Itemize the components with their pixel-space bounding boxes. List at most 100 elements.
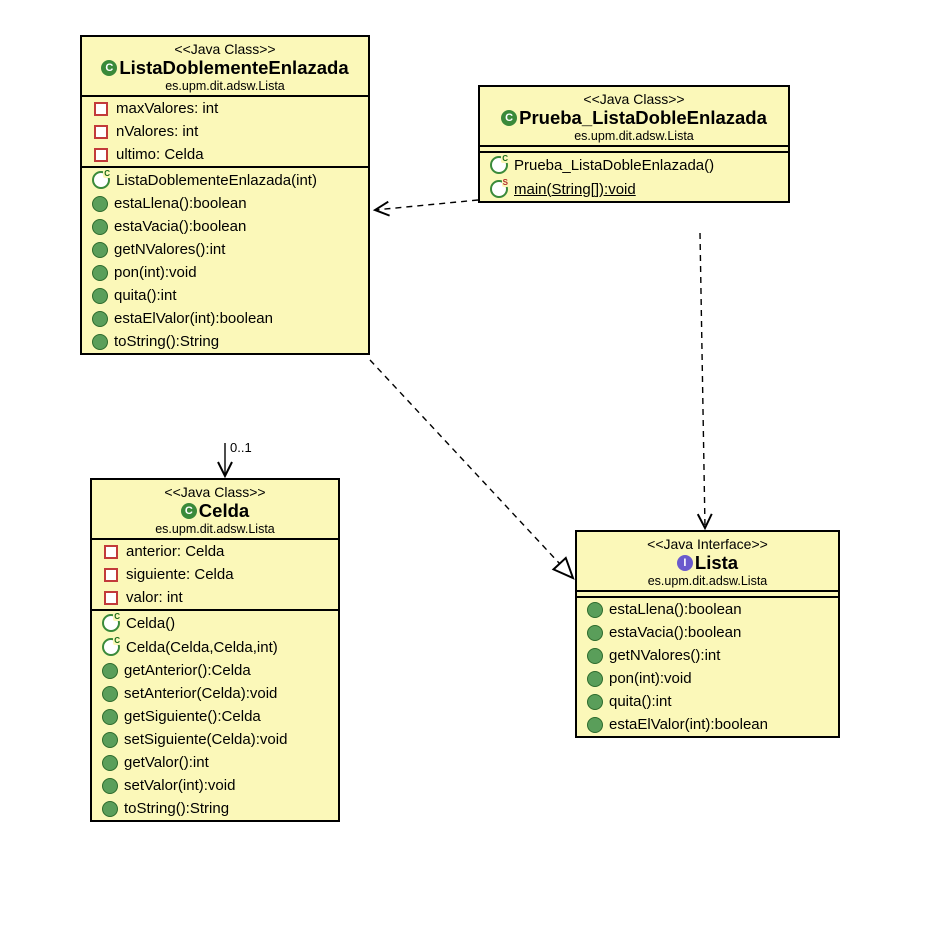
method-text: getAnterior():Celda <box>124 662 251 679</box>
multiplicity-celda: 0..1 <box>230 440 252 455</box>
method-text: estaVacia():boolean <box>114 218 246 235</box>
interface-lista: <<Java Interface>> I Lista es.upm.dit.ad… <box>575 530 840 738</box>
package: es.upm.dit.adsw.Lista <box>90 79 360 93</box>
attribute: ultimo: Celda <box>82 143 368 166</box>
method: estaVacia():boolean <box>577 621 838 644</box>
public-icon <box>587 671 603 687</box>
attribute: maxValores: int <box>82 97 368 120</box>
method: quita():int <box>82 284 368 307</box>
method-text: pon(int):void <box>609 670 692 687</box>
public-icon <box>92 265 108 281</box>
method: estaElValor(int):boolean <box>82 307 368 330</box>
stereotype: <<Java Class>> <box>90 41 360 57</box>
attr-text: anterior: Celda <box>126 543 224 560</box>
private-icon <box>94 125 108 139</box>
method: estaVacia():boolean <box>82 215 368 238</box>
class-name: C ListaDoblementeEnlazada <box>90 57 360 79</box>
class-name: C Prueba_ListaDobleEnlazada <box>488 107 780 129</box>
public-icon <box>102 709 118 725</box>
public-icon <box>102 732 118 748</box>
method-text: quita():int <box>114 287 177 304</box>
class-name-text: Lista <box>695 552 738 574</box>
attr-text: maxValores: int <box>116 100 218 117</box>
method-text: getSiguiente():Celda <box>124 708 261 725</box>
private-icon <box>104 545 118 559</box>
package: es.upm.dit.adsw.Lista <box>100 522 330 536</box>
public-icon <box>587 717 603 733</box>
class-celda: <<Java Class>> C Celda es.upm.dit.adsw.L… <box>90 478 340 822</box>
method: setAnterior(Celda):void <box>92 682 338 705</box>
method: estaElValor(int):boolean <box>577 713 838 736</box>
method-text: getNValores():int <box>609 647 720 664</box>
interface-icon: I <box>677 555 693 571</box>
stereotype: <<Java Interface>> <box>585 536 830 552</box>
package: es.upm.dit.adsw.Lista <box>585 574 830 588</box>
attribute: valor: int <box>92 586 338 609</box>
public-icon <box>102 801 118 817</box>
method: CCelda() <box>92 611 338 635</box>
method: Smain(String[]):void <box>480 177 788 201</box>
method: estaLlena():boolean <box>577 598 838 621</box>
public-icon <box>102 663 118 679</box>
public-icon <box>92 242 108 258</box>
method-text: estaElValor(int):boolean <box>609 716 768 733</box>
method: getNValores():int <box>577 644 838 667</box>
class-prueba-listadobleenlazada: <<Java Class>> C Prueba_ListaDobleEnlaza… <box>478 85 790 203</box>
method-text: estaLlena():boolean <box>114 195 247 212</box>
method: CPrueba_ListaDobleEnlazada() <box>480 153 788 177</box>
edge-prueba-to-lista <box>700 233 705 528</box>
method-text: estaElValor(int):boolean <box>114 310 273 327</box>
method-text: Celda(Celda,Celda,int) <box>126 639 278 656</box>
class-name: C Celda <box>100 500 330 522</box>
public-icon <box>102 755 118 771</box>
method-text: setSiguiente(Celda):void <box>124 731 287 748</box>
public-icon <box>92 196 108 212</box>
method-text: Prueba_ListaDobleEnlazada() <box>514 157 714 174</box>
method-text: Celda() <box>126 615 175 632</box>
public-icon <box>92 288 108 304</box>
method-text: main(String[]):void <box>514 181 636 198</box>
method-text: estaLlena():boolean <box>609 601 742 618</box>
private-icon <box>104 568 118 582</box>
static-icon: S <box>490 180 508 198</box>
method-text: pon(int):void <box>114 264 197 281</box>
method-text: ListaDoblementeEnlazada(int) <box>116 172 317 189</box>
method-text: setValor(int):void <box>124 777 235 794</box>
public-icon <box>102 686 118 702</box>
public-icon <box>587 602 603 618</box>
class-name: I Lista <box>585 552 830 574</box>
method: toString():String <box>82 330 368 353</box>
method: quita():int <box>577 690 838 713</box>
method-text: toString():String <box>114 333 219 350</box>
method-text: estaVacia():boolean <box>609 624 741 641</box>
class-name-text: Prueba_ListaDobleEnlazada <box>519 107 767 129</box>
public-icon <box>102 778 118 794</box>
method: toString():String <box>92 797 338 820</box>
public-icon <box>92 311 108 327</box>
edge-prueba-to-listadoble <box>375 200 478 210</box>
public-icon <box>587 648 603 664</box>
method: C ListaDoblementeEnlazada(int) <box>82 168 368 192</box>
attr-text: ultimo: Celda <box>116 146 204 163</box>
stereotype: <<Java Class>> <box>100 484 330 500</box>
class-name-text: Celda <box>199 500 249 522</box>
class-icon: C <box>501 110 517 126</box>
method: estaLlena():boolean <box>82 192 368 215</box>
class-icon: C <box>101 60 117 76</box>
class-listadoblementeenlazada: <<Java Class>> C ListaDoblementeEnlazada… <box>80 35 370 355</box>
package: es.upm.dit.adsw.Lista <box>488 129 780 143</box>
method-text: getNValores():int <box>114 241 225 258</box>
constructor-icon: C <box>92 171 110 189</box>
method: getAnterior():Celda <box>92 659 338 682</box>
method-text: toString():String <box>124 800 229 817</box>
attribute: nValores: int <box>82 120 368 143</box>
method-text: quita():int <box>609 693 672 710</box>
method-text: setAnterior(Celda):void <box>124 685 277 702</box>
edge-listadoble-to-lista <box>370 360 573 578</box>
method-text: getValor():int <box>124 754 209 771</box>
public-icon <box>92 219 108 235</box>
private-icon <box>94 148 108 162</box>
method: pon(int):void <box>82 261 368 284</box>
public-icon <box>92 334 108 350</box>
private-icon <box>94 102 108 116</box>
